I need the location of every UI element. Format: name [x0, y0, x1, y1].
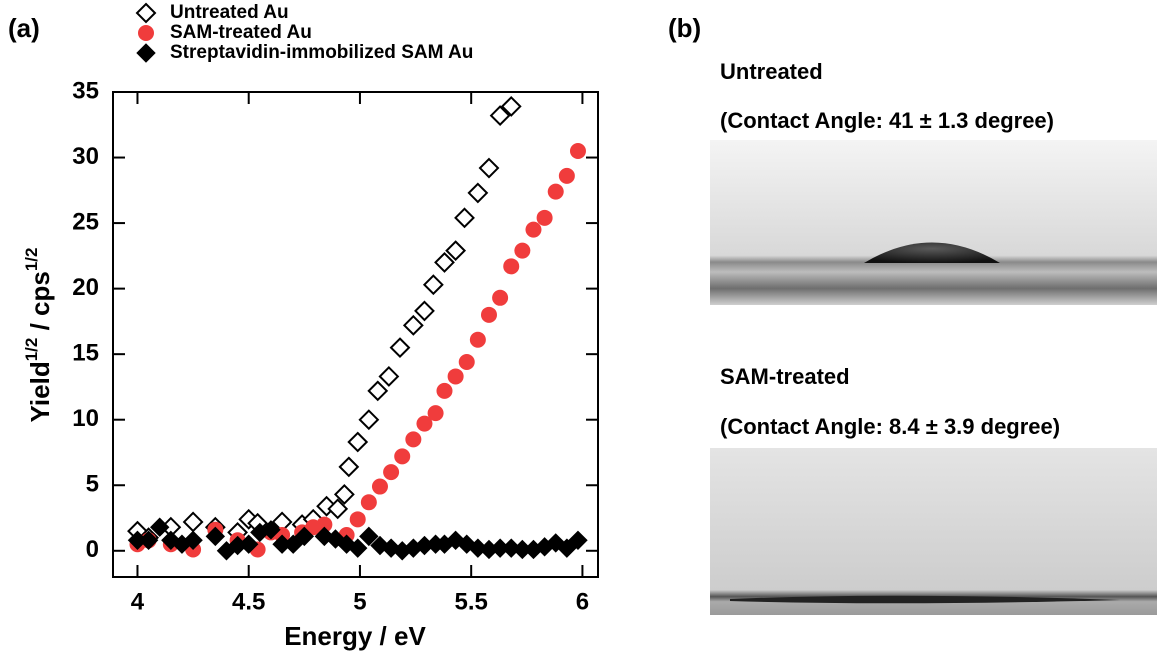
y-axis-label-superscript: 1/2 — [22, 338, 41, 362]
y-axis-label-part: / cps — [25, 271, 55, 337]
point — [525, 221, 542, 238]
x-tick-label: 5.5 — [455, 588, 488, 615]
legend-marker — [135, 2, 157, 24]
legend-marker — [138, 25, 154, 41]
point — [239, 534, 259, 554]
point — [138, 530, 159, 551]
x-tick-label: 6 — [576, 588, 589, 615]
point — [445, 240, 467, 262]
point — [458, 354, 475, 371]
point — [503, 258, 520, 275]
point — [347, 431, 369, 453]
y-tick-label: 15 — [72, 340, 99, 367]
image-title: SAM-treated — [720, 364, 850, 389]
point — [367, 380, 389, 402]
y-tick-label: 10 — [72, 405, 99, 432]
point — [478, 157, 500, 179]
point — [371, 478, 388, 495]
point — [327, 498, 349, 520]
y-tick-label: 5 — [86, 471, 99, 498]
x-tick-label: 4 — [131, 588, 145, 615]
point — [480, 306, 497, 323]
point — [547, 183, 564, 200]
point — [568, 530, 588, 551]
point — [150, 517, 170, 537]
point — [405, 431, 422, 448]
point — [205, 526, 226, 547]
point — [389, 337, 411, 359]
y-axis-label-part: Yield — [25, 361, 55, 422]
point — [454, 207, 475, 229]
legend-label: Streptavidin-immobilized SAM Au — [170, 42, 473, 63]
legend-label: SAM-treated Au — [170, 22, 312, 43]
plot-frame — [112, 91, 599, 578]
x-axis-label: Energy / eV — [284, 621, 426, 651]
point — [500, 96, 522, 117]
point — [338, 456, 360, 478]
x-tick-label: 5 — [353, 588, 366, 615]
image-caption: (Contact Angle: 8.4 ± 3.9 degree) — [720, 414, 1060, 439]
y-tick-label: 30 — [72, 143, 99, 170]
panel-label: (a) — [8, 13, 40, 43]
image-title: Untreated — [720, 59, 823, 84]
point — [492, 289, 509, 306]
point — [383, 464, 400, 481]
point — [294, 526, 315, 547]
point — [283, 534, 303, 554]
point — [360, 494, 377, 511]
point — [183, 530, 203, 551]
y-tick-label: 20 — [72, 274, 99, 301]
point — [416, 415, 433, 432]
panel-label: (b) — [668, 13, 701, 43]
y-axis-label: Yield1/2 / cps1/2 — [22, 248, 55, 423]
point — [569, 142, 586, 159]
point — [447, 368, 464, 385]
point — [402, 314, 424, 336]
legend-marker — [136, 43, 156, 63]
point — [557, 538, 577, 558]
point — [436, 382, 453, 399]
point — [378, 366, 400, 387]
point — [427, 405, 444, 422]
point — [489, 105, 511, 127]
legend-label: Untreated Au — [170, 2, 289, 23]
point — [348, 538, 368, 558]
point — [434, 251, 455, 273]
point — [316, 516, 333, 533]
y-axis-label-superscript: 1/2 — [22, 248, 41, 272]
photo — [710, 140, 1157, 305]
point — [182, 511, 204, 533]
point — [358, 409, 380, 431]
point — [394, 448, 411, 465]
point — [422, 274, 444, 296]
point — [261, 520, 281, 540]
point — [333, 484, 355, 505]
point — [467, 182, 489, 204]
point — [359, 526, 379, 547]
photo — [710, 448, 1157, 615]
point — [514, 242, 531, 259]
y-tick-label: 25 — [72, 208, 99, 235]
point — [349, 511, 366, 528]
y-tick-label: 0 — [86, 536, 99, 563]
x-tick-label: 4.5 — [232, 588, 265, 615]
y-tick-label: 35 — [72, 77, 99, 104]
image-caption: (Contact Angle: 41 ± 1.3 degree) — [720, 108, 1054, 133]
point — [558, 167, 575, 184]
point — [536, 209, 553, 226]
point — [469, 331, 486, 348]
point — [414, 300, 435, 322]
